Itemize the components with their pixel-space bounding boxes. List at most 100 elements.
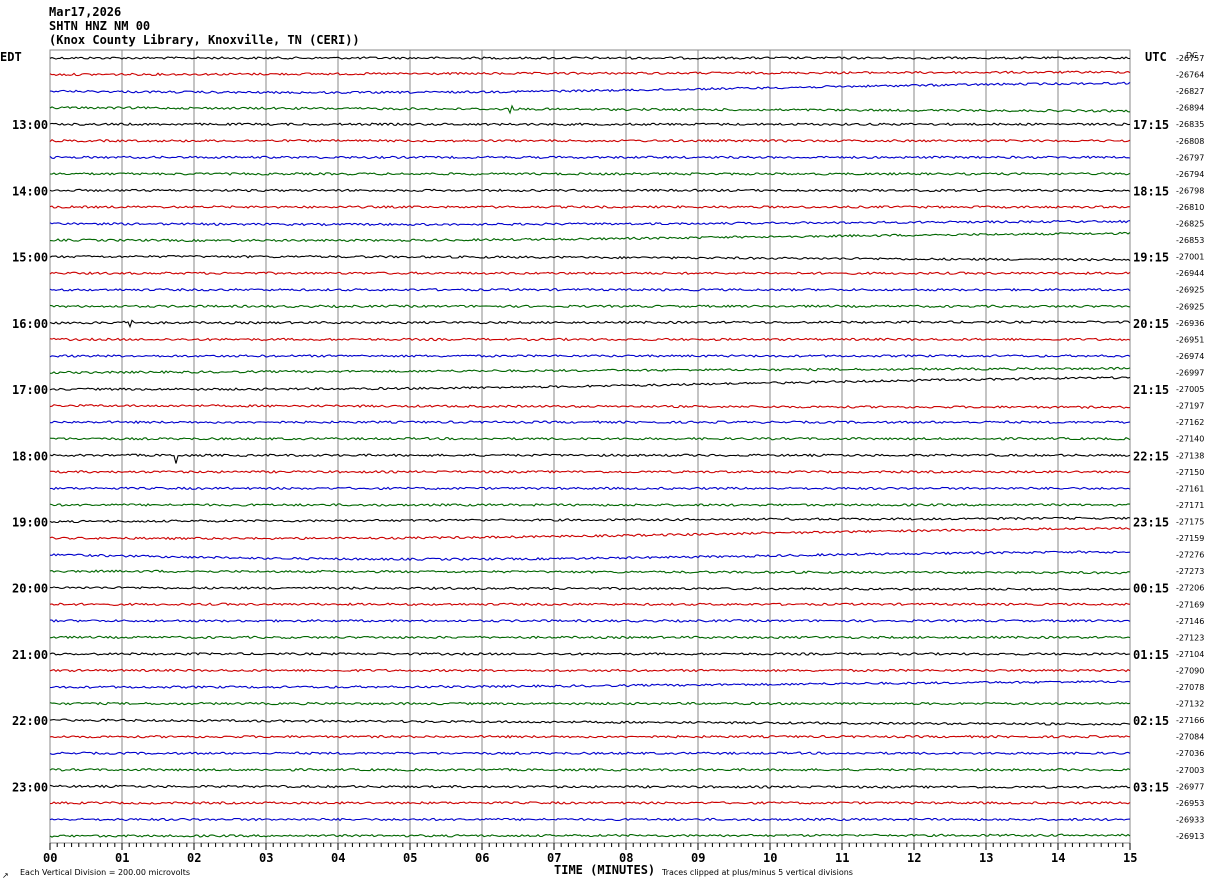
dc-offset-label: -27166 bbox=[1176, 716, 1204, 725]
trace-row-25 bbox=[50, 469, 1131, 474]
trace-row-11 bbox=[49, 231, 1131, 243]
dc-offset-label: -27003 bbox=[1176, 766, 1204, 775]
left-time-label: 20:00 bbox=[12, 582, 48, 596]
x-tick-label: 05 bbox=[403, 851, 417, 865]
trace-row-27 bbox=[49, 503, 1131, 507]
dc-offset-label: -27161 bbox=[1176, 484, 1204, 493]
right-time-label: 00:15 bbox=[1133, 582, 1169, 596]
right-time-label: 03:15 bbox=[1133, 780, 1169, 794]
trace-row-14 bbox=[49, 287, 1131, 292]
clip-note: Traces clipped at plus/minus 5 vertical … bbox=[661, 868, 853, 877]
trace-row-33 bbox=[49, 602, 1131, 607]
dc-offset-label: -26953 bbox=[1176, 799, 1204, 808]
trace-row-35 bbox=[49, 635, 1131, 640]
station-location: (Knox County Library, Knoxville, TN (CER… bbox=[49, 33, 360, 47]
left-time-label: 21:00 bbox=[12, 648, 48, 662]
dc-offset-label: -27084 bbox=[1176, 733, 1204, 742]
dc-offset-label: -26944 bbox=[1176, 269, 1204, 278]
trace-row-0 bbox=[49, 56, 1131, 60]
trace-row-3 bbox=[49, 104, 1131, 115]
x-axis: 00 01 02 03 04 05 06 07 08 09 10 11 12 13 14 15 bbox=[43, 843, 1137, 865]
dc-offset-label: -26951 bbox=[1176, 335, 1204, 344]
trace-row-38 bbox=[49, 680, 1131, 689]
right-time-label: 02:15 bbox=[1133, 714, 1169, 728]
trace-row-39 bbox=[49, 701, 1131, 706]
left-time-label: 23:00 bbox=[12, 780, 48, 794]
left-time-label: 22:00 bbox=[12, 714, 48, 728]
trace-row-21 bbox=[49, 403, 1131, 410]
x-tick-label: 09 bbox=[691, 851, 705, 865]
x-tick-label: 03 bbox=[259, 851, 273, 865]
x-tick-label: 07 bbox=[547, 851, 561, 865]
dc-offset-label: -27276 bbox=[1176, 551, 1204, 560]
dc-offset-label: -27146 bbox=[1176, 617, 1204, 626]
dc-offset-label: -26797 bbox=[1176, 153, 1204, 162]
trace-row-37 bbox=[49, 668, 1131, 673]
trace-row-4 bbox=[49, 122, 1131, 127]
dc-offset-label: -26810 bbox=[1176, 203, 1204, 212]
trace-row-42 bbox=[49, 751, 1131, 756]
right-time-label: 17:15 bbox=[1133, 118, 1169, 132]
x-tick-label: 11 bbox=[835, 851, 849, 865]
dc-offset-label: -27123 bbox=[1176, 633, 1204, 642]
trace-row-2 bbox=[49, 81, 1131, 95]
right-zone-label: UTC bbox=[1145, 50, 1167, 64]
dc-offset-label: -27036 bbox=[1176, 749, 1204, 758]
left-time-label: 18:00 bbox=[12, 449, 48, 463]
trace-row-16 bbox=[49, 319, 1131, 329]
right-time-label: 19:15 bbox=[1133, 251, 1169, 265]
right-time-label: 18:15 bbox=[1133, 184, 1169, 198]
x-tick-label: 12 bbox=[907, 851, 921, 865]
trace-row-15 bbox=[49, 304, 1131, 309]
x-tick-label: 06 bbox=[475, 851, 489, 865]
trace-row-12 bbox=[49, 254, 1131, 262]
trace-row-5 bbox=[49, 138, 1131, 143]
x-tick-label: 13 bbox=[979, 851, 993, 865]
trace-row-13 bbox=[49, 271, 1131, 275]
trace-row-36 bbox=[49, 652, 1131, 656]
station-code: SHTN HNZ NM 00 bbox=[49, 19, 151, 33]
trace-row-26 bbox=[49, 486, 1131, 491]
left-time-label: 16:00 bbox=[12, 317, 48, 331]
dc-offset-label: -26925 bbox=[1176, 302, 1204, 311]
right-time-label: 23:15 bbox=[1133, 515, 1169, 529]
traces bbox=[49, 56, 1131, 838]
dc-offset-label: -26853 bbox=[1176, 236, 1204, 245]
dc-offset-label: -26798 bbox=[1176, 186, 1204, 195]
corner-mark: ↗ bbox=[2, 871, 9, 880]
trace-row-44 bbox=[49, 784, 1131, 789]
left-time-label: 14:00 bbox=[12, 184, 48, 198]
trace-row-20 bbox=[49, 376, 1131, 391]
trace-row-8 bbox=[49, 188, 1131, 193]
dc-offset-label: -26933 bbox=[1176, 815, 1204, 824]
trace-row-40 bbox=[49, 718, 1131, 726]
trace-row-43 bbox=[49, 767, 1131, 772]
left-time-label: 15:00 bbox=[12, 251, 48, 265]
dc-label: DC bbox=[1186, 51, 1198, 60]
dc-offset-label: -27140 bbox=[1176, 435, 1204, 444]
dc-offset-label: -27175 bbox=[1176, 517, 1204, 526]
trace-row-6 bbox=[49, 155, 1131, 160]
x-tick-label: 00 bbox=[43, 851, 57, 865]
trace-row-18 bbox=[49, 354, 1131, 358]
dc-offset-label: -27138 bbox=[1176, 451, 1204, 460]
x-tick-label: 08 bbox=[619, 851, 633, 865]
trace-row-23 bbox=[49, 436, 1131, 441]
trace-row-10 bbox=[49, 219, 1131, 227]
dc-offset-label: -27169 bbox=[1176, 600, 1204, 609]
time-labels: 13:00 14:00 15:00 16:00 17:00 18:00 19:00 20:00… bbox=[12, 54, 1204, 841]
right-time-label: 20:15 bbox=[1133, 317, 1169, 331]
trace-row-45 bbox=[49, 801, 1131, 805]
x-tick-label: 01 bbox=[115, 851, 129, 865]
left-zone-label: EDT bbox=[0, 50, 22, 64]
dc-offset-label: -27132 bbox=[1176, 700, 1204, 709]
dc-offset-label: -26974 bbox=[1176, 352, 1204, 361]
dc-offset-label: -27001 bbox=[1176, 253, 1204, 262]
trace-row-29 bbox=[49, 526, 1131, 541]
trace-row-34 bbox=[50, 618, 1131, 623]
plot-date: Mar17,2026 bbox=[49, 5, 122, 19]
trace-row-22 bbox=[50, 420, 1131, 425]
dc-offset-label: -27150 bbox=[1176, 468, 1204, 477]
dc-offset-label: -27104 bbox=[1176, 650, 1204, 659]
dc-offset-label: -26827 bbox=[1176, 87, 1204, 96]
